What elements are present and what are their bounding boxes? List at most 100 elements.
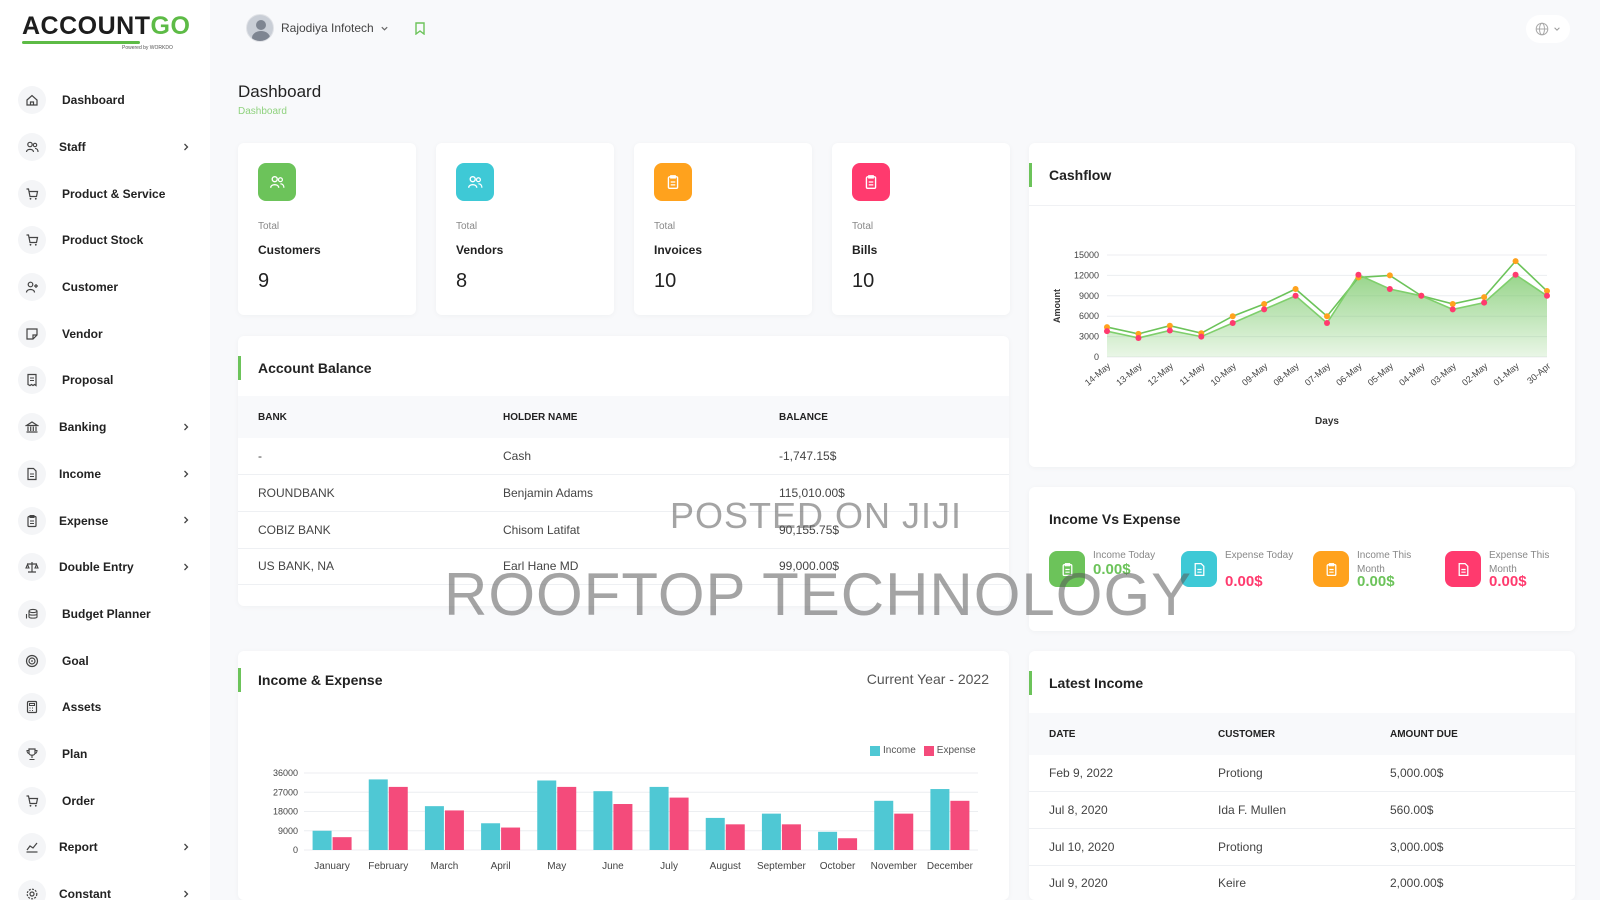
table-cell: Feb 9, 2022 — [1029, 755, 1198, 793]
sidebar-item-dashboard[interactable]: Dashboard — [18, 77, 198, 124]
account-balance-table: BANK HOLDER NAME BALANCE - Cash -1,747.15$… — [238, 396, 1009, 586]
card-accent — [238, 668, 241, 692]
y-tick-label: 12000 — [1074, 270, 1099, 280]
stat-caption: Total — [654, 221, 676, 232]
y-tick-label: 0 — [1094, 352, 1099, 362]
data-point — [1229, 313, 1236, 320]
sidebar-item-label: Product Stock — [62, 233, 144, 248]
file-icon — [1445, 551, 1481, 587]
bar-expense — [557, 786, 577, 850]
sidebar-item-income[interactable]: Income — [18, 451, 198, 498]
brand-logo[interactable]: ACCOUNTGO Powered by WORKDO — [22, 12, 192, 51]
data-point — [1512, 258, 1519, 265]
table-cell: Protiong — [1198, 828, 1370, 866]
sidebar-item-vendor[interactable]: Vendor — [18, 310, 198, 357]
bar-expense — [894, 813, 914, 850]
chevron-right-icon — [184, 143, 189, 151]
x-tick-label: 10-May — [1209, 361, 1239, 388]
bookmark-icon[interactable] — [415, 22, 425, 38]
bank-icon — [18, 413, 46, 442]
bar-income — [368, 779, 388, 850]
data-point — [1324, 320, 1330, 326]
sidebar-item-label: Constant — [59, 887, 111, 900]
bar-income — [537, 780, 557, 850]
table-cell: 3,000.00$ — [1370, 828, 1575, 866]
card-title: Cashflow — [1049, 167, 1112, 183]
table-cell: Protiong — [1198, 755, 1370, 793]
table-row: ROUNDBANK Benjamin Adams 115,010.00$ — [238, 474, 1009, 512]
y-tick-label: 27000 — [273, 787, 298, 797]
bar-income — [593, 791, 613, 850]
table-cell: Benjamin Adams — [483, 474, 759, 512]
stat-value: 9 — [258, 270, 270, 292]
clipboard-icon — [654, 163, 692, 201]
card-title: Income Vs Expense — [1049, 511, 1181, 527]
y-tick-label: 6000 — [1079, 311, 1099, 321]
table-cell: 5,000.00$ — [1370, 755, 1575, 793]
area-fill — [1107, 274, 1547, 357]
x-tick-label: 14-May — [1083, 361, 1113, 388]
sidebar-item-double-entry[interactable]: Double Entry — [18, 544, 198, 591]
table-row: Jul 9, 2020 Keire 2,000.00$ — [1029, 865, 1575, 900]
sidebar-item-label: Goal — [62, 653, 89, 668]
x-tick-label: 08-May — [1271, 361, 1301, 388]
data-point — [1292, 292, 1299, 299]
x-tick-label: 04-May — [1397, 361, 1427, 388]
sidebar-item-proposal[interactable]: Proposal — [18, 357, 198, 404]
stat-card-invoices[interactable]: Total Invoices 10 — [634, 143, 812, 315]
sidebar-item-customer[interactable]: Customer — [18, 264, 198, 311]
stat-card-bills[interactable]: Total Bills 10 — [832, 143, 1010, 315]
ie-label: Income Today — [1093, 550, 1156, 561]
y-tick-label: 9000 — [1079, 291, 1099, 301]
data-point — [1449, 300, 1456, 307]
sidebar-item-label: Dashboard — [62, 93, 125, 108]
sidebar-item-product-service[interactable]: Product & Service — [18, 170, 198, 217]
table-cell: 90,155.75$ — [759, 511, 1009, 549]
sidebar-item-staff[interactable]: Staff — [18, 124, 198, 171]
sidebar-item-banking[interactable]: Banking — [18, 404, 198, 451]
legend-label: Income — [883, 745, 916, 756]
stat-card-vendors[interactable]: Total Vendors 8 — [436, 143, 614, 315]
chevron-right-icon — [184, 563, 189, 571]
sidebar-item-label: Expense — [59, 513, 109, 528]
ie-value: 0.00$ — [1225, 573, 1263, 590]
current-year-label: Current Year - 2022 — [866, 671, 989, 687]
user-menu[interactable]: Rajodiya Infotech — [246, 14, 389, 42]
bar-income — [818, 831, 838, 850]
sidebar-item-budget-planner[interactable]: Budget Planner — [18, 591, 198, 638]
chevron-down-icon — [381, 26, 388, 31]
data-point — [1324, 313, 1330, 320]
account-balance-card: Account Balance BANK HOLDER NAME BALANCE… — [238, 336, 1009, 606]
y-tick-label: 3000 — [1079, 332, 1099, 342]
data-point — [1512, 271, 1519, 278]
y-tick-label: 36000 — [273, 768, 298, 778]
sidebar-item-report[interactable]: Report — [18, 824, 198, 871]
income-vs-expense-item: Expense This Month 0.00$ — [1445, 549, 1570, 597]
y-tick-label: 0 — [293, 845, 298, 855]
sidebar-item-assets[interactable]: Assets — [18, 684, 198, 731]
sidebar: ACCOUNTGO Powered by WORKDO Dashboard Sta… — [0, 0, 210, 900]
language-button[interactable] — [1526, 15, 1570, 43]
sidebar-item-constant[interactable]: Constant — [18, 871, 198, 900]
sidebar-item-goal[interactable]: Goal — [18, 637, 198, 684]
sidebar-item-expense[interactable]: Expense — [18, 497, 198, 544]
y-tick-label: 18000 — [273, 807, 298, 817]
sidebar-item-product-stock[interactable]: Product Stock — [18, 217, 198, 264]
income-vs-expense-item: Expense Today 0.00$ — [1181, 549, 1306, 597]
x-tick-label: May — [547, 861, 566, 872]
x-tick-label: December — [927, 861, 974, 872]
x-axis-label: Days — [1315, 416, 1339, 427]
sidebar-item-label: Order — [62, 793, 95, 808]
sidebar-item-label: Assets — [62, 700, 102, 715]
cashflow-card: Cashflow 0 3000 6000 9000 12000 15000 Amount Da… — [1029, 143, 1575, 467]
card-accent — [238, 356, 241, 380]
table-cell: - — [238, 438, 483, 476]
sidebar-item-label: Proposal — [62, 373, 114, 388]
table-cell: US BANK, NA — [238, 548, 483, 586]
sidebar-item-plan[interactable]: Plan — [18, 731, 198, 778]
stat-label: Bills — [852, 243, 878, 257]
breadcrumb[interactable]: Dashboard — [238, 106, 287, 117]
sidebar-item-order[interactable]: Order — [18, 777, 198, 824]
table-cell: COBIZ BANK — [238, 511, 483, 549]
stat-card-customers[interactable]: Total Customers 9 — [238, 143, 416, 315]
